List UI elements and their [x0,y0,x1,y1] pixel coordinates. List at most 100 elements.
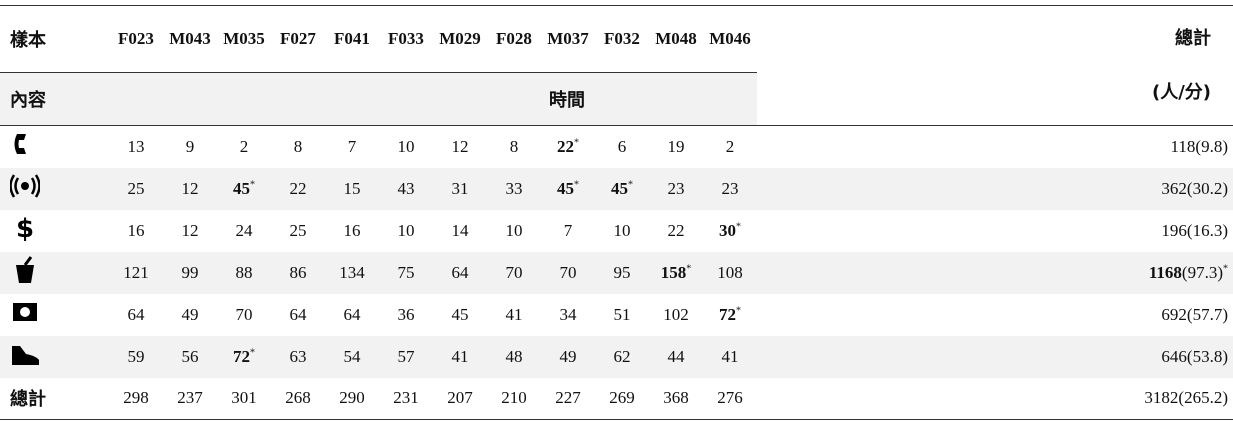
cell: 45* [217,168,271,210]
cell: 45 [451,304,469,324]
cell-bold: 158 [660,262,687,282]
header-row: 樣本 F023 M043 M035 F027 F041 F033 M029 F028 M037 F0… [0,5,1233,103]
cell: 45* [541,168,595,210]
cell: 207 [447,388,473,408]
cell: 22* [541,126,595,168]
cell: 36 [397,304,415,324]
cell-note: * [1223,262,1228,274]
icon [14,134,26,155]
cell: 10 [397,136,415,156]
cell-note: * [686,262,692,274]
cell: 64 [343,304,361,324]
cell: 22 [667,220,685,240]
data-row: 121 99 88 86 134 75 64 70 70 95 158* 108 1168(97.3)* [0,251,1233,294]
cell: 134 [339,262,365,282]
cell: 62 [613,346,631,366]
cell: 70 [559,262,577,282]
total-unit: (人/分) [1151,81,1211,103]
sample-header: F023 [109,5,163,73]
sample-header: F032 [595,5,649,73]
row-icon [0,126,109,168]
cell: 2 [239,136,249,156]
cell: 3182(265.2) [1144,388,1228,408]
cell: 276 [717,388,743,408]
cell: 48 [505,346,523,366]
row-icon: $ [0,210,109,252]
totals-label: 總計 [10,389,46,411]
cell: 22 [289,178,307,198]
cell: 210 [501,388,527,408]
cell: 8 [293,136,303,156]
cell: 10 [505,220,523,240]
icon [12,346,39,365]
row-icon [0,294,109,336]
row-icon [0,252,109,294]
cell: 63 [289,346,307,366]
cell: 75 [397,262,415,282]
cell: 692(57.7) [1161,304,1228,324]
cell-bold: 72 [719,304,736,324]
cell: 158* [649,252,703,294]
cell: 41 [505,304,523,324]
data-row: 64 49 70 64 64 36 45 41 34 51 102 72* 692(57.7) [0,294,1233,336]
sample-header: F028 [487,5,541,73]
icon [9,174,41,198]
cell: 12 [181,178,199,198]
total-title: 總計 [1175,27,1211,49]
cell: 10 [397,220,415,240]
cell: 301 [231,388,257,408]
cell: 33 [505,178,523,198]
cell-bold: 72 [233,346,250,366]
cell: 108 [717,262,743,282]
cell: 51 [613,304,631,324]
cell: 56 [181,346,199,366]
cell: 19 [667,136,685,156]
cell: 72* [217,336,271,378]
sample-header: M048 [649,5,703,73]
sample-header: M029 [433,5,487,73]
cell-note: * [628,178,633,190]
cell: 268 [285,388,311,408]
cell: 54 [343,346,361,366]
cell: 12 [451,136,469,156]
icon [13,303,37,321]
data-row: 25 12 45* 22 15 43 31 33 45* 45* 23 23 362(30.2) [0,167,1233,210]
cell: 25 [127,178,145,198]
cell-note: * [736,220,741,232]
cell: 88 [235,262,253,282]
cell: 121 [123,262,149,282]
cell: 95 [613,262,631,282]
cell: 118(9.8) [1170,136,1228,156]
icon [16,256,34,283]
cell: 227 [555,388,581,408]
cell-bold: 45 [557,178,574,198]
cell: 44 [667,346,685,366]
cell: 6 [617,136,627,156]
cell: 368 [663,388,689,408]
cell: 231 [393,388,419,408]
table-body: 樣本 F023 M043 M035 F027 F041 F033 M029 F028 M037 F0… [0,5,1233,420]
cell: 362(30.2) [1161,178,1228,198]
cell: 16 [127,220,145,240]
cell-note: * [250,178,255,190]
cell: 9 [185,136,195,156]
cell: 7 [347,136,357,156]
cell-note: * [250,346,255,358]
cell: 41 [451,346,469,366]
data-row: 13 9 2 8 7 10 12 8 22* 6 19 2 118(9.8) [0,126,1233,168]
cell-bold: 22 [557,136,574,156]
header-corner: 樣本 [0,5,109,73]
total-header: 總計 (人/分) [757,6,1233,126]
cell: 43 [397,178,415,198]
totals-row: 總計 298 237 301 268 290 231 207 210 227 269 368 276 31… [0,378,1233,420]
sample-header: F033 [379,5,433,73]
cell-note: * [574,137,579,149]
cell: 70 [505,262,523,282]
cell: 30* [703,210,757,252]
subheader-corner: 內容 [10,90,46,111]
cell: 14 [451,220,469,240]
cell: 237 [177,388,203,408]
cell: 269 [609,388,635,408]
sample-header: M046 [703,5,757,73]
